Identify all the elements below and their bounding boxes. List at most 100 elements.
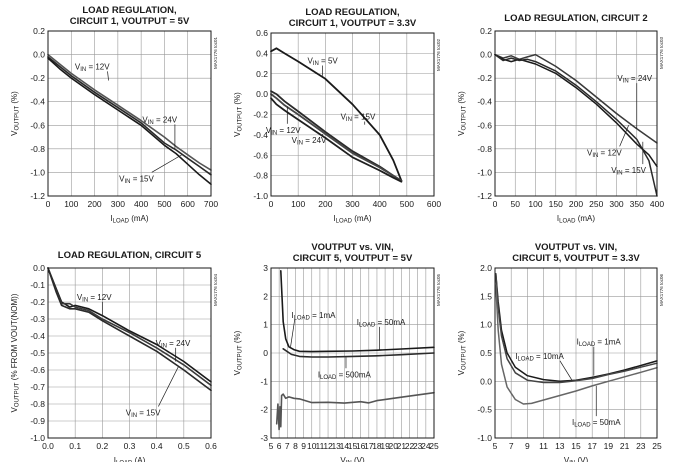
series-line <box>270 47 403 182</box>
y-tick-label: -0.4 <box>477 97 492 107</box>
x-tick-label: 17 <box>364 441 374 451</box>
y-axis-label: VOUTPUT (%) <box>457 330 468 375</box>
series-line <box>270 93 403 182</box>
y-tick-label: -0.6 <box>30 365 45 375</box>
series-line <box>494 53 658 168</box>
x-tick-label: 100 <box>528 199 542 209</box>
x-tick-label: 20 <box>389 441 399 451</box>
y-tick-label: -0.8 <box>30 399 45 409</box>
plot-frame <box>47 30 212 197</box>
x-tick-label: 21 <box>620 441 630 451</box>
x-tick-label: 25 <box>652 441 662 451</box>
y-tick-label: -0.4 <box>30 331 45 341</box>
y-tick-label: -1.2 <box>30 191 45 201</box>
x-tick-label: 0.1 <box>69 441 81 451</box>
chart-title: VOUTPUT vs. VIN, <box>535 242 617 253</box>
annotation-leader <box>158 366 179 407</box>
y-tick-label: -0.2 <box>30 297 45 307</box>
annotation-label: VIN = 12V <box>77 293 112 304</box>
y-tick-label: -0.8 <box>30 144 45 154</box>
chart-title: VOUTPUT vs. VIN, <box>311 242 393 253</box>
y-tick-label: 0.4 <box>256 48 268 58</box>
x-tick-label: 11 <box>539 441 548 451</box>
annotation-label: ILOAD = 1mA <box>291 311 336 322</box>
y-tick-label: 0.0 <box>33 263 45 273</box>
chart-4: LOAD REGULATION, CIRCUIT 5 0.0 0.1 0.2 0.3 0.… <box>10 250 218 462</box>
chart-title: LOAD REGULATION, CIRCUIT 2 <box>504 13 647 24</box>
y-tick-label: -0.6 <box>30 120 45 130</box>
annotation-label: VIN = 12V <box>587 148 622 159</box>
x-tick-label: 500 <box>400 199 414 209</box>
x-tick-label: 400 <box>134 199 148 209</box>
y-axis-label: VOUTPUT (%) <box>233 92 244 137</box>
y-tick-label: -0.1 <box>30 280 45 290</box>
plot-frame <box>270 32 435 197</box>
y-tick-label: -1.0 <box>477 167 492 177</box>
x-tick-label: 0 <box>493 199 498 209</box>
x-tick-label: 250 <box>589 199 603 209</box>
annotation-label: VIN = 24V <box>156 339 191 350</box>
x-tick-label: 0.2 <box>96 441 108 451</box>
series-line <box>47 56 212 176</box>
y-tick-label: -0.6 <box>477 120 492 130</box>
y-tick-label: 0 <box>263 348 268 358</box>
chart-5: VOUTPUT vs. VIN,CIRCUIT 5, VOUTPUT = 5V 5… <box>233 242 441 462</box>
y-tick-label: -2 <box>260 405 268 415</box>
part-id-label: MAX1776 toc05 <box>436 273 441 306</box>
x-tick-label: 200 <box>87 199 101 209</box>
chart-2: LOAD REGULATION,CIRCUIT 1, VOUTPUT = 3.3… <box>233 7 441 225</box>
annotation-leader <box>619 125 629 147</box>
x-tick-label: 300 <box>609 199 623 209</box>
y-tick-label: 0.0 <box>33 50 45 60</box>
series-line <box>495 272 658 384</box>
x-tick-label: 600 <box>427 199 441 209</box>
y-tick-label: -0.3 <box>30 314 45 324</box>
x-tick-label: 0.0 <box>42 441 54 451</box>
x-tick-label: 8 <box>293 441 298 451</box>
annotation-label: ILOAD = 50mA <box>572 418 621 429</box>
y-tick-label: -0.6 <box>253 150 268 160</box>
chart-title: CIRCUIT 1, VOUTPUT = 5V <box>70 16 190 27</box>
x-tick-label: 200 <box>569 199 583 209</box>
annotation-label: VIN = 24V <box>142 115 177 126</box>
series-line <box>47 267 212 392</box>
y-tick-label: -0.5 <box>477 405 492 415</box>
x-tick-label: 11 <box>315 441 324 451</box>
y-tick-label: -1.0 <box>253 191 268 201</box>
annotation-leader <box>107 71 109 81</box>
chart-title: CIRCUIT 5, VOUTPUT = 3.3V <box>512 253 640 264</box>
x-axis-label: ILOAD (A) <box>114 456 146 462</box>
x-tick-label: 16 <box>356 441 366 451</box>
x-tick-label: 0.4 <box>151 441 163 451</box>
y-tick-label: -0.4 <box>253 130 268 140</box>
annotation-label: ILOAD = 10mA <box>515 352 564 363</box>
annotation-label: VIN = 15V <box>126 409 161 420</box>
y-axis-label: VOUTPUT (%) <box>457 91 468 136</box>
series-line <box>494 53 658 144</box>
x-tick-label: 23 <box>413 441 423 451</box>
x-tick-label: 19 <box>380 441 390 451</box>
annotation-leader <box>151 154 183 173</box>
plot-frame <box>494 30 658 197</box>
y-tick-label: -0.8 <box>477 144 492 154</box>
x-axis-label: ILOAD (mA) <box>110 214 148 225</box>
chart-title: LOAD REGULATION, <box>82 5 176 16</box>
y-tick-label: 1.5 <box>480 291 492 301</box>
annotation-label: VIN = 15V <box>611 166 646 177</box>
y-tick-label: -1.2 <box>477 191 492 201</box>
x-tick-label: 200 <box>318 199 332 209</box>
annotation-label: ILOAD = 50mA <box>357 318 406 329</box>
x-tick-label: 19 <box>604 441 614 451</box>
y-tick-label: 0.2 <box>33 26 45 36</box>
y-tick-label: -0.2 <box>253 110 268 120</box>
annotation-label: VIN = 15V <box>341 113 376 124</box>
x-tick-label: 300 <box>345 199 359 209</box>
plot-frame <box>47 267 212 439</box>
x-tick-label: 7 <box>509 441 514 451</box>
y-tick-label: 1.0 <box>480 320 492 330</box>
y-tick-label: -0.8 <box>253 171 268 181</box>
annotation-label: VIN = 24V <box>292 136 327 147</box>
y-tick-label: -0.2 <box>30 73 45 83</box>
x-tick-label: 400 <box>650 199 664 209</box>
